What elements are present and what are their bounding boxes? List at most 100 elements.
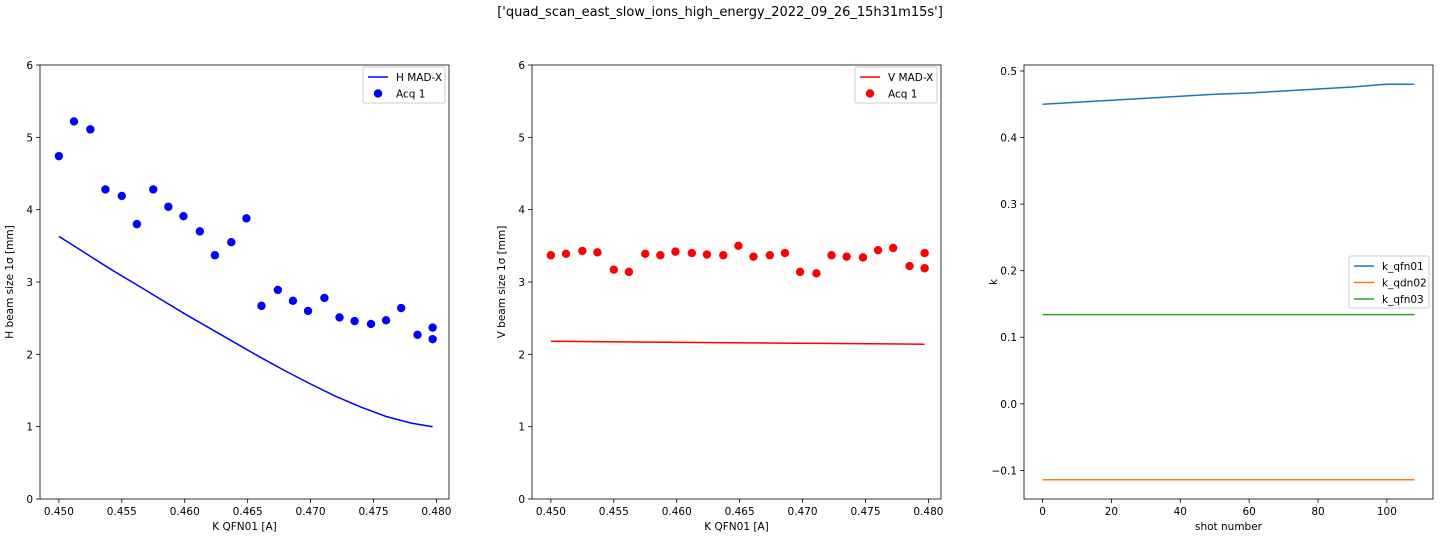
axes-frame [1023,64,1434,500]
legend-marker-swatch [865,89,875,98]
y-tick-label: 0.0 [1000,399,1017,411]
data-point [719,251,728,260]
legend-box [1348,255,1430,309]
data-point [687,248,697,258]
series-line-k-qfn01 [1042,83,1415,106]
y-tick-label: 1 [26,422,33,434]
data-point [335,313,344,322]
data-point [195,227,205,236]
data-point [905,261,914,271]
chart-panel-1: 0.450 0.455 0.460 0.465 0.470 0.475 0.480 0 1 2 3 4… [4,60,451,533]
legend-label: k_qfn01 [1382,261,1424,273]
data-point [561,249,571,258]
data-point [780,248,790,258]
data-point [765,251,775,260]
x-tick-label: 0.465 [233,506,263,518]
data-point [320,293,329,303]
x-tick-label: 0.465 [725,506,755,518]
data-point [117,191,127,201]
data-point [366,319,376,329]
legend: H MAD-X Acq 1 [362,66,446,104]
data-point [920,264,929,273]
x-axis-label: shot number [1195,521,1263,533]
y-tick-label: 6 [518,60,525,72]
data-point [273,285,283,295]
x-tick-label: 0.460 [662,506,692,518]
data-point [428,334,437,344]
data-point [413,330,422,340]
series-line-v-mad-x [550,340,925,345]
data-point [303,306,313,316]
data-point [227,238,236,247]
x-axis-label: K QFN01 [A] [212,521,276,533]
data-point [873,245,883,255]
y-tick-label: 3 [518,277,525,289]
data-point [842,252,851,261]
y-tick-label: 0.5 [1000,66,1017,78]
data-point [350,316,359,326]
data-point [242,214,251,223]
legend-label: Acq 1 [888,88,917,100]
x-tick-label: 0.480 [913,506,943,518]
legend-marker-swatch [373,89,383,98]
legend: k_qfn01 k_qdn02 k_qfn03 [1348,255,1430,309]
axes-frame [531,64,942,500]
data-point [888,243,898,253]
data-point [827,251,836,260]
data-point [288,296,298,306]
series-line-h-mad-x [58,235,433,428]
legend-box [854,66,938,104]
data-point [702,250,712,259]
x-tick-label: 0.475 [358,506,388,518]
data-point [86,125,95,134]
data-point [101,185,110,194]
data-point [179,211,188,221]
legend-label: k_qfn03 [1382,294,1424,306]
x-tick-label: 0.480 [421,506,451,518]
figure-title: ['quad_scan_east_slow_ions_high_energy_2… [497,5,943,20]
data-point [812,269,821,278]
chart-panel-3: 0 20 40 60 80 100 −0.1 0.0 0.1 0.2 0.3 0.4 0.5 shot n… [988,64,1434,533]
data-point [69,117,79,126]
data-point [671,247,680,256]
y-tick-label: 1 [518,422,525,434]
data-point [920,248,929,258]
y-tick-label: 0.2 [1000,266,1017,278]
data-point [132,219,142,229]
data-point [609,265,618,274]
y-tick-label: 6 [26,60,33,72]
legend: V MAD-X Acq 1 [854,66,938,104]
data-point [641,249,650,258]
data-point [749,252,758,261]
data-point [593,248,602,257]
y-tick-label: 2 [518,349,525,361]
data-point [396,303,406,313]
data-point [210,251,220,260]
data-point [858,253,868,262]
y-tick-label: 4 [26,205,33,217]
data-point [381,316,391,325]
y-tick-label: 5 [518,132,525,144]
y-tick-label: 0 [26,494,33,506]
y-tick-label: 5 [26,132,33,144]
y-axis-label: H beam size 1σ [mm] [4,225,16,338]
axes-frame [39,64,450,500]
x-tick-label: 60 [1242,506,1255,518]
legend-label: V MAD-X [888,72,933,84]
y-tick-label: 2 [26,349,33,361]
data-point [149,185,158,194]
x-tick-label: 40 [1174,506,1187,518]
data-point [428,323,437,332]
x-tick-label: 80 [1311,506,1324,518]
y-tick-label: 0 [518,494,525,506]
data-point [795,267,805,277]
x-tick-label: 0.450 [44,506,74,518]
legend-label: Acq 1 [396,88,425,100]
y-tick-label: 0.3 [1000,199,1017,211]
data-point [734,241,743,251]
y-tick-label: 3 [26,277,33,289]
x-tick-label: 0.450 [536,506,566,518]
data-point [54,151,64,161]
data-point [656,251,665,260]
